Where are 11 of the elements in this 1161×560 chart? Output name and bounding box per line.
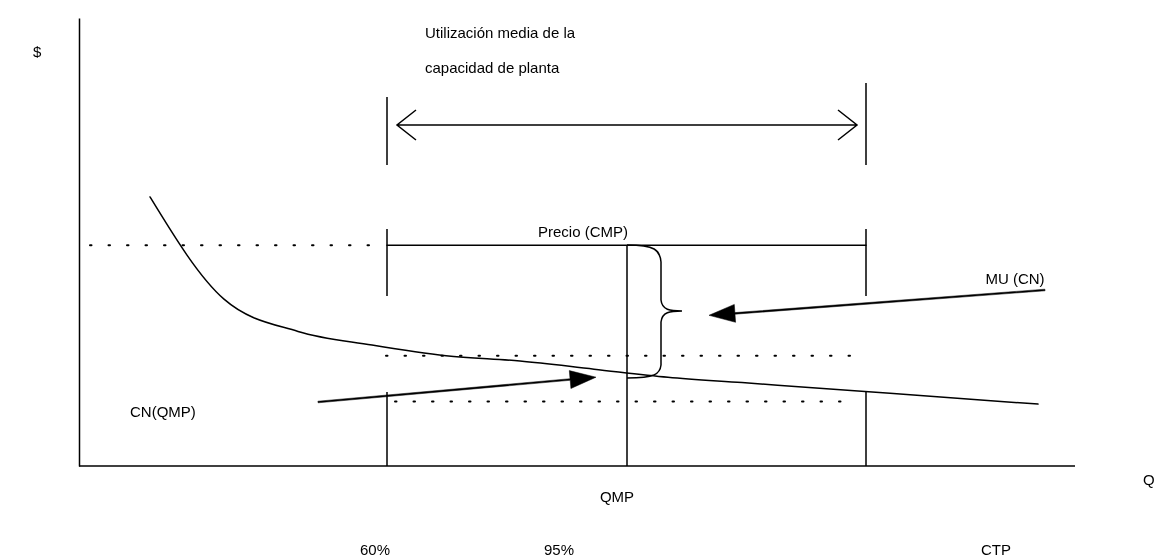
text: CTP bbox=[981, 541, 1011, 559]
ref-line-label: Precio (CMP) bbox=[537, 223, 629, 241]
text: Q bbox=[1143, 471, 1155, 489]
text: 60% bbox=[359, 541, 391, 559]
text: QMP bbox=[599, 488, 635, 506]
annotation: CN(QMP) bbox=[130, 403, 196, 421]
text: $ bbox=[33, 43, 42, 61]
text: 95% bbox=[543, 541, 575, 559]
text: capacidad de planta bbox=[425, 59, 560, 77]
text: Utilización media de la bbox=[425, 24, 576, 42]
annotation: MU (CN) bbox=[985, 270, 1045, 288]
